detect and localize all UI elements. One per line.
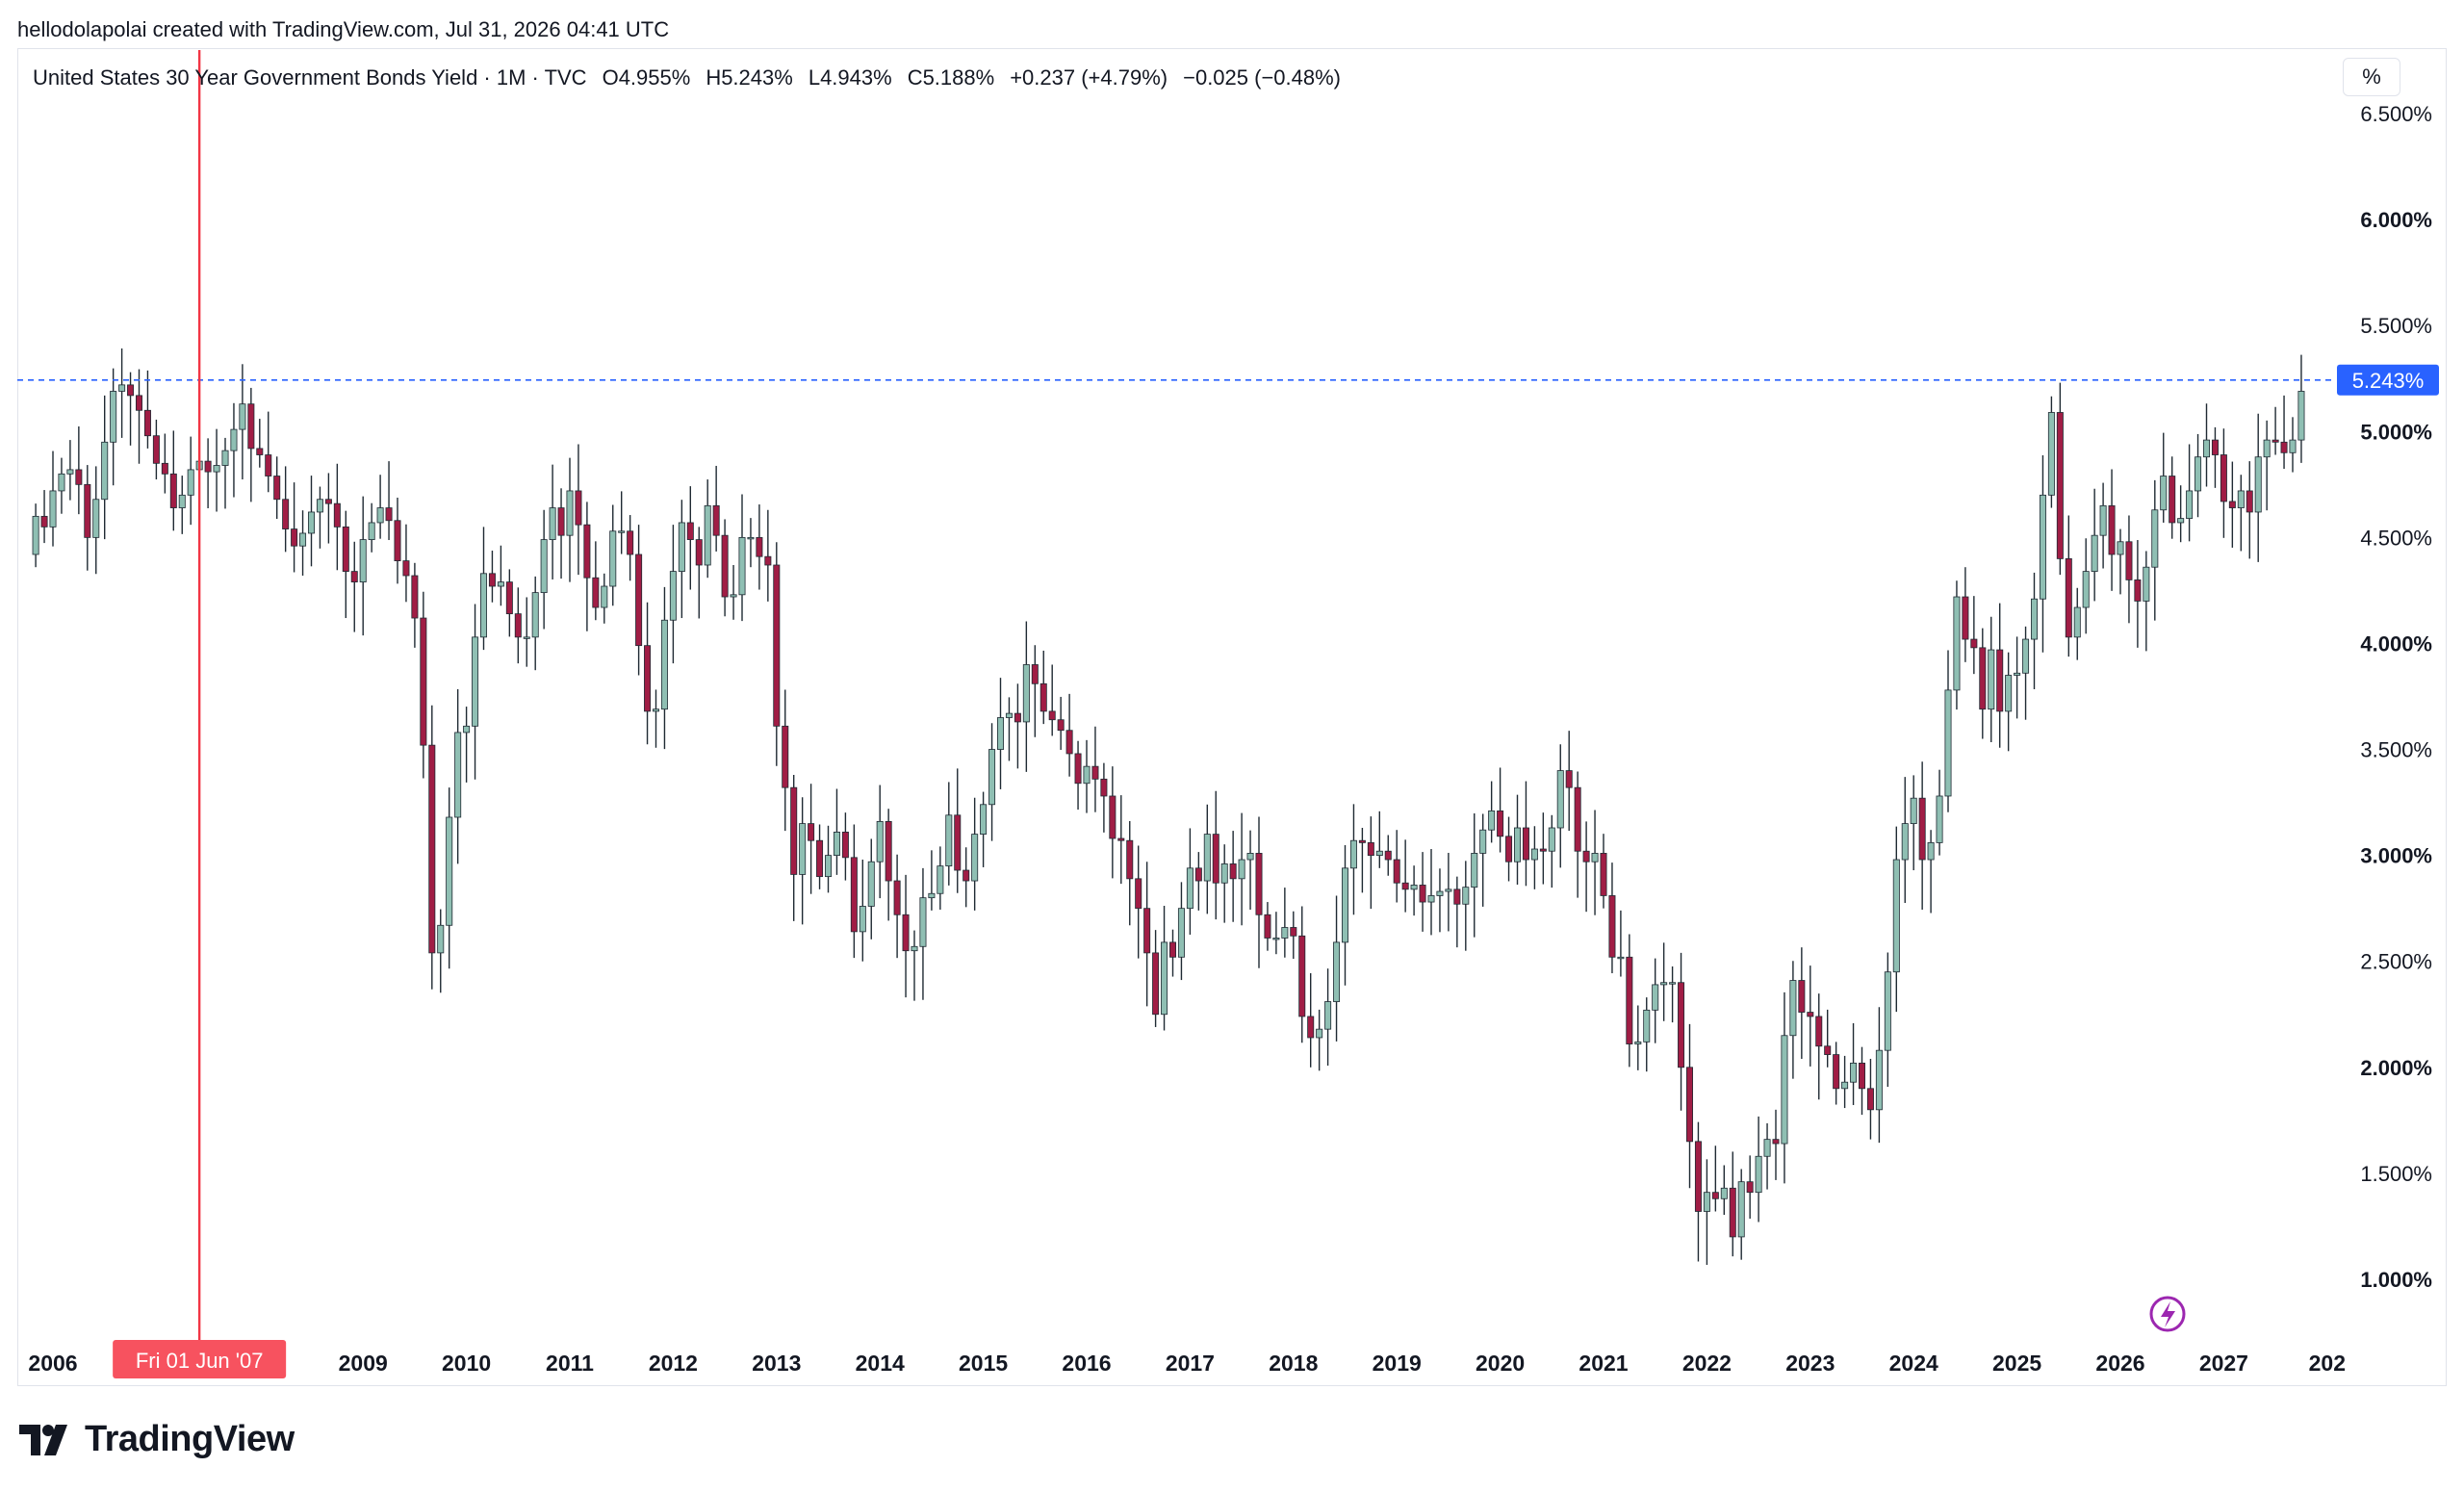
tradingview-logo-icon xyxy=(19,1424,67,1455)
ohlc-change: +0.237 (+4.79%) xyxy=(1010,65,1168,90)
brand-name: TradingView xyxy=(85,1419,295,1459)
ohlc-low: L4.943% xyxy=(808,65,892,90)
ohlc-open: O4.955% xyxy=(602,65,691,90)
chart-frame xyxy=(17,48,2447,1386)
ohlc-change-2: −0.025 (−0.48%) xyxy=(1183,65,1342,90)
tradingview-logo[interactable]: TradingView xyxy=(19,1419,295,1460)
percent-scale-button[interactable]: % xyxy=(2343,58,2400,96)
ohlc-close: C5.188% xyxy=(907,65,995,90)
chart-attribution: hellodolapolai created with TradingView.… xyxy=(17,17,670,41)
symbol-name[interactable]: United States 30 Year Government Bonds Y… xyxy=(33,65,587,90)
symbol-legend: United States 30 Year Government Bonds Y… xyxy=(33,65,1356,90)
ohlc-high: H5.243% xyxy=(706,65,793,90)
